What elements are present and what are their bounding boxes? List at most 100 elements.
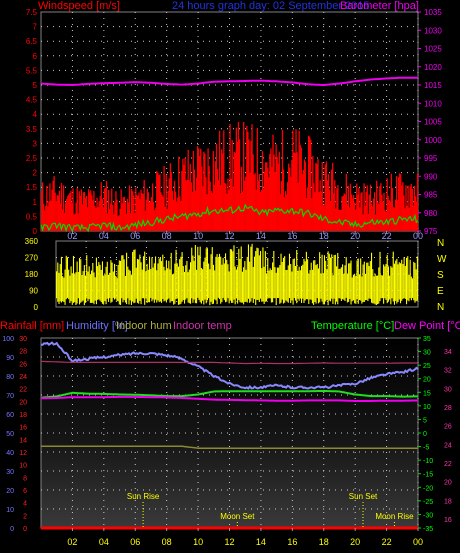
gust-bar (67, 195, 69, 231)
barometer-tick: 1035 (424, 8, 442, 17)
gust-bar (113, 214, 115, 231)
gust-bar (61, 209, 64, 231)
gust-bar (62, 185, 65, 231)
gust-bar (411, 188, 413, 231)
gust-bar (241, 191, 244, 231)
gust-bar (191, 191, 194, 231)
barometer-tick: 995 (424, 154, 438, 163)
gust-bar (245, 176, 247, 231)
gust-bar (174, 191, 177, 231)
barometer-line (40, 76, 418, 87)
temperature-tick: 25 (423, 363, 431, 370)
gust-bar (360, 193, 362, 231)
temperature-tick: -15 (423, 472, 433, 479)
gust-bar (396, 200, 399, 231)
x-tick-label: 04 (99, 231, 109, 241)
gust-bar (255, 189, 257, 231)
gust-bar (129, 213, 132, 231)
wind-panel-grid (41, 12, 419, 231)
gust-bar (278, 151, 280, 231)
temperature-tick: -25 (423, 499, 433, 506)
temperature-tick: 30 (423, 350, 431, 357)
gust-bar (160, 192, 162, 231)
gust-bar (205, 177, 207, 231)
gust-bar (143, 179, 145, 231)
gust-bar (276, 156, 278, 231)
gust-bar (200, 148, 202, 231)
direction-ticks: 0 90 180 270 360 (25, 237, 39, 312)
gust-bar (369, 184, 372, 231)
gust-bar (57, 195, 59, 231)
gust-bar (60, 183, 63, 231)
gust-bar (333, 193, 335, 231)
gust-bar (314, 192, 316, 231)
direction-tick: 270 (25, 254, 39, 263)
compass-label: N (437, 238, 444, 249)
graph-title: 24 hours graph day: 02 September 2015 (172, 0, 370, 12)
gust-bar (274, 172, 276, 231)
gust-bar (193, 169, 196, 231)
gust-bar (126, 198, 129, 231)
compass-label: S (437, 270, 444, 281)
gust-bar (44, 210, 46, 231)
gust-bar (351, 198, 354, 231)
gust-bar (399, 173, 401, 231)
gust-bar (198, 148, 200, 231)
rainfall-tick: 20 (19, 399, 27, 406)
gust-bar (156, 171, 158, 231)
gust-bar (232, 187, 234, 231)
gust-bar (307, 135, 310, 231)
gust-bar (350, 194, 353, 231)
x-tick-label: 20 (350, 231, 360, 241)
x-tick-label: 14 (256, 537, 266, 547)
windspeed-tick: 2.5 (26, 154, 38, 163)
gust-bar (167, 190, 169, 231)
windspeed-tick: 7.5 (26, 8, 38, 17)
barometer-tick: 1025 (424, 45, 442, 54)
gust-bar (391, 187, 394, 231)
gust-bar (236, 141, 239, 231)
gust-bar (54, 192, 56, 231)
gust-bar (256, 128, 258, 231)
temperature-panel-frame (40, 337, 419, 529)
gust-bar (163, 166, 165, 231)
x-tick-label: 04 (99, 537, 109, 547)
compass-label: E (437, 286, 444, 297)
gust-bar (177, 197, 179, 231)
gust-bar (196, 146, 199, 231)
gust-bar (204, 153, 206, 231)
gust-bar (289, 167, 291, 231)
gust-bar (80, 189, 83, 231)
gust-bar (192, 150, 195, 231)
temperature-tick: -20 (423, 485, 433, 492)
temperature-tick: -5 (423, 445, 429, 452)
x-tick-label: 22 (382, 537, 392, 547)
windspeed-tick: 5.5 (26, 66, 38, 75)
gust-bar (324, 164, 327, 231)
humidity-tick: 100 (2, 336, 14, 343)
rainfall-tick: 26 (19, 361, 27, 368)
gust-bar (166, 208, 168, 231)
barometer-axis-label: Barometer [hpa] (340, 0, 419, 12)
gust-bar (219, 184, 222, 231)
gust-bar (373, 192, 376, 231)
gust-bar (136, 194, 138, 231)
windspeed-tick: 1.5 (26, 183, 38, 192)
gust-bar (145, 199, 147, 231)
gust-bar (398, 177, 400, 231)
gust-bar (279, 193, 281, 231)
gust-bar (273, 154, 275, 231)
gust-bar (290, 176, 292, 231)
gust-bar (395, 176, 398, 231)
gust-bar (336, 188, 338, 231)
x-tick-label: 18 (319, 231, 329, 241)
barometer-tick: 975 (424, 227, 438, 236)
gust-bar (159, 174, 161, 231)
x-tick-label: 10 (193, 231, 203, 241)
gust-bar (402, 182, 404, 231)
gust-bar (134, 212, 136, 231)
gust-bar (277, 163, 279, 231)
gust-bar (157, 172, 159, 231)
humidity-tick: 0 (10, 526, 14, 533)
x-tick-label: 20 (350, 537, 360, 547)
